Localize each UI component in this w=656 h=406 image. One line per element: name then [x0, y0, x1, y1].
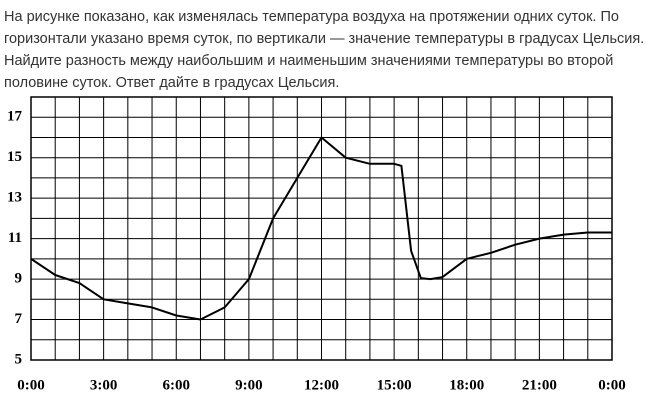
problem-text: На рисунке показано, как изменялась темп…: [4, 9, 619, 25]
y-tick-label: 9: [15, 271, 23, 287]
problem-text: половине суток. Ответ дайте в градусах Ц…: [4, 75, 339, 91]
y-tick-label: 13: [7, 190, 22, 206]
x-tick-label: 0:00: [17, 377, 45, 393]
x-tick-label: 18:00: [449, 377, 484, 393]
temperature-line: [30, 136, 612, 321]
y-tick-label: 17: [7, 109, 23, 125]
x-tick-label: 3:00: [90, 377, 118, 393]
x-tick-label: 15:00: [377, 377, 412, 393]
x-tick-label: 12:00: [304, 377, 339, 393]
y-tick-label: 7: [15, 311, 23, 327]
x-tick-label: 9:00: [235, 377, 263, 393]
y-tick-label: 5: [15, 351, 23, 367]
y-tick-label: 15: [7, 149, 22, 165]
x-tick-label: 0:00: [598, 377, 626, 393]
problem-text: горизонтали указано время суток, по верт…: [4, 31, 644, 47]
x-tick-label: 21:00: [522, 377, 557, 393]
x-tick-label: 6:00: [163, 377, 191, 393]
plot-frame: [30, 96, 613, 361]
y-tick-label: 11: [8, 230, 22, 246]
problem-text: Найдите разность между наибольшим и наим…: [4, 53, 613, 69]
